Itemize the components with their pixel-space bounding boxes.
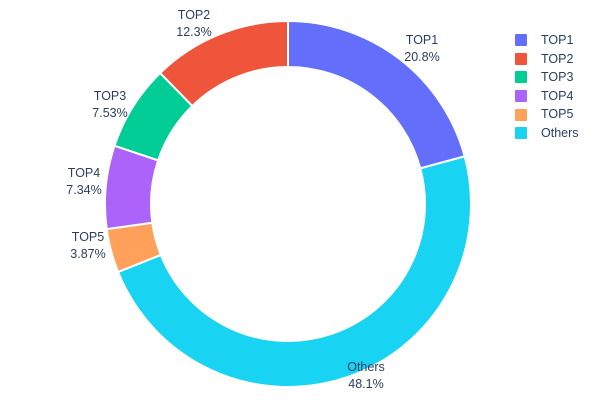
slice-label-percent-top5: 3.87% xyxy=(70,247,105,261)
slice-label-percent-top4: 7.34% xyxy=(66,183,101,197)
slice-label-percent-top1: 20.8% xyxy=(404,50,439,64)
legend-label-top4: TOP4 xyxy=(541,88,574,103)
slice-label-name-top3: TOP3 xyxy=(94,89,126,103)
legend-item-top4[interactable]: TOP4 xyxy=(515,87,579,106)
pie-slice-top2[interactable] xyxy=(158,19,289,108)
slice-label-name-top2: TOP2 xyxy=(178,8,210,22)
legend-item-top3[interactable]: TOP3 xyxy=(515,68,579,87)
slice-label-name-top4: TOP4 xyxy=(68,166,100,180)
legend-item-others[interactable]: Others xyxy=(515,124,579,143)
slice-label-percent-top3: 7.53% xyxy=(92,106,127,120)
slice-label-percent-top2: 12.3% xyxy=(176,25,211,39)
legend-item-top2[interactable]: TOP2 xyxy=(515,50,579,69)
slice-label-name-top1: TOP1 xyxy=(406,33,438,47)
pie-slice-others[interactable] xyxy=(116,155,472,388)
slice-label-name-others: Others xyxy=(347,360,385,374)
legend: TOP1 TOP2 TOP3 TOP4 TOP5 Others xyxy=(515,31,579,143)
legend-label-top2: TOP2 xyxy=(541,51,574,66)
legend-item-top1[interactable]: TOP1 xyxy=(515,31,579,50)
legend-swatch-top5 xyxy=(515,108,527,121)
legend-swatch-top4 xyxy=(515,90,527,103)
legend-swatch-top1 xyxy=(515,34,527,47)
legend-label-top5: TOP5 xyxy=(541,107,574,122)
legend-label-top1: TOP1 xyxy=(541,33,574,48)
slice-label-percent-others: 48.1% xyxy=(348,377,383,391)
legend-swatch-top2 xyxy=(515,52,527,65)
legend-item-top5[interactable]: TOP5 xyxy=(515,105,579,124)
legend-label-top3: TOP3 xyxy=(541,70,574,85)
legend-swatch-top3 xyxy=(515,71,527,84)
slice-label-name-top5: TOP5 xyxy=(72,230,104,244)
legend-label-others: Others xyxy=(541,126,579,141)
legend-swatch-others xyxy=(515,127,527,140)
